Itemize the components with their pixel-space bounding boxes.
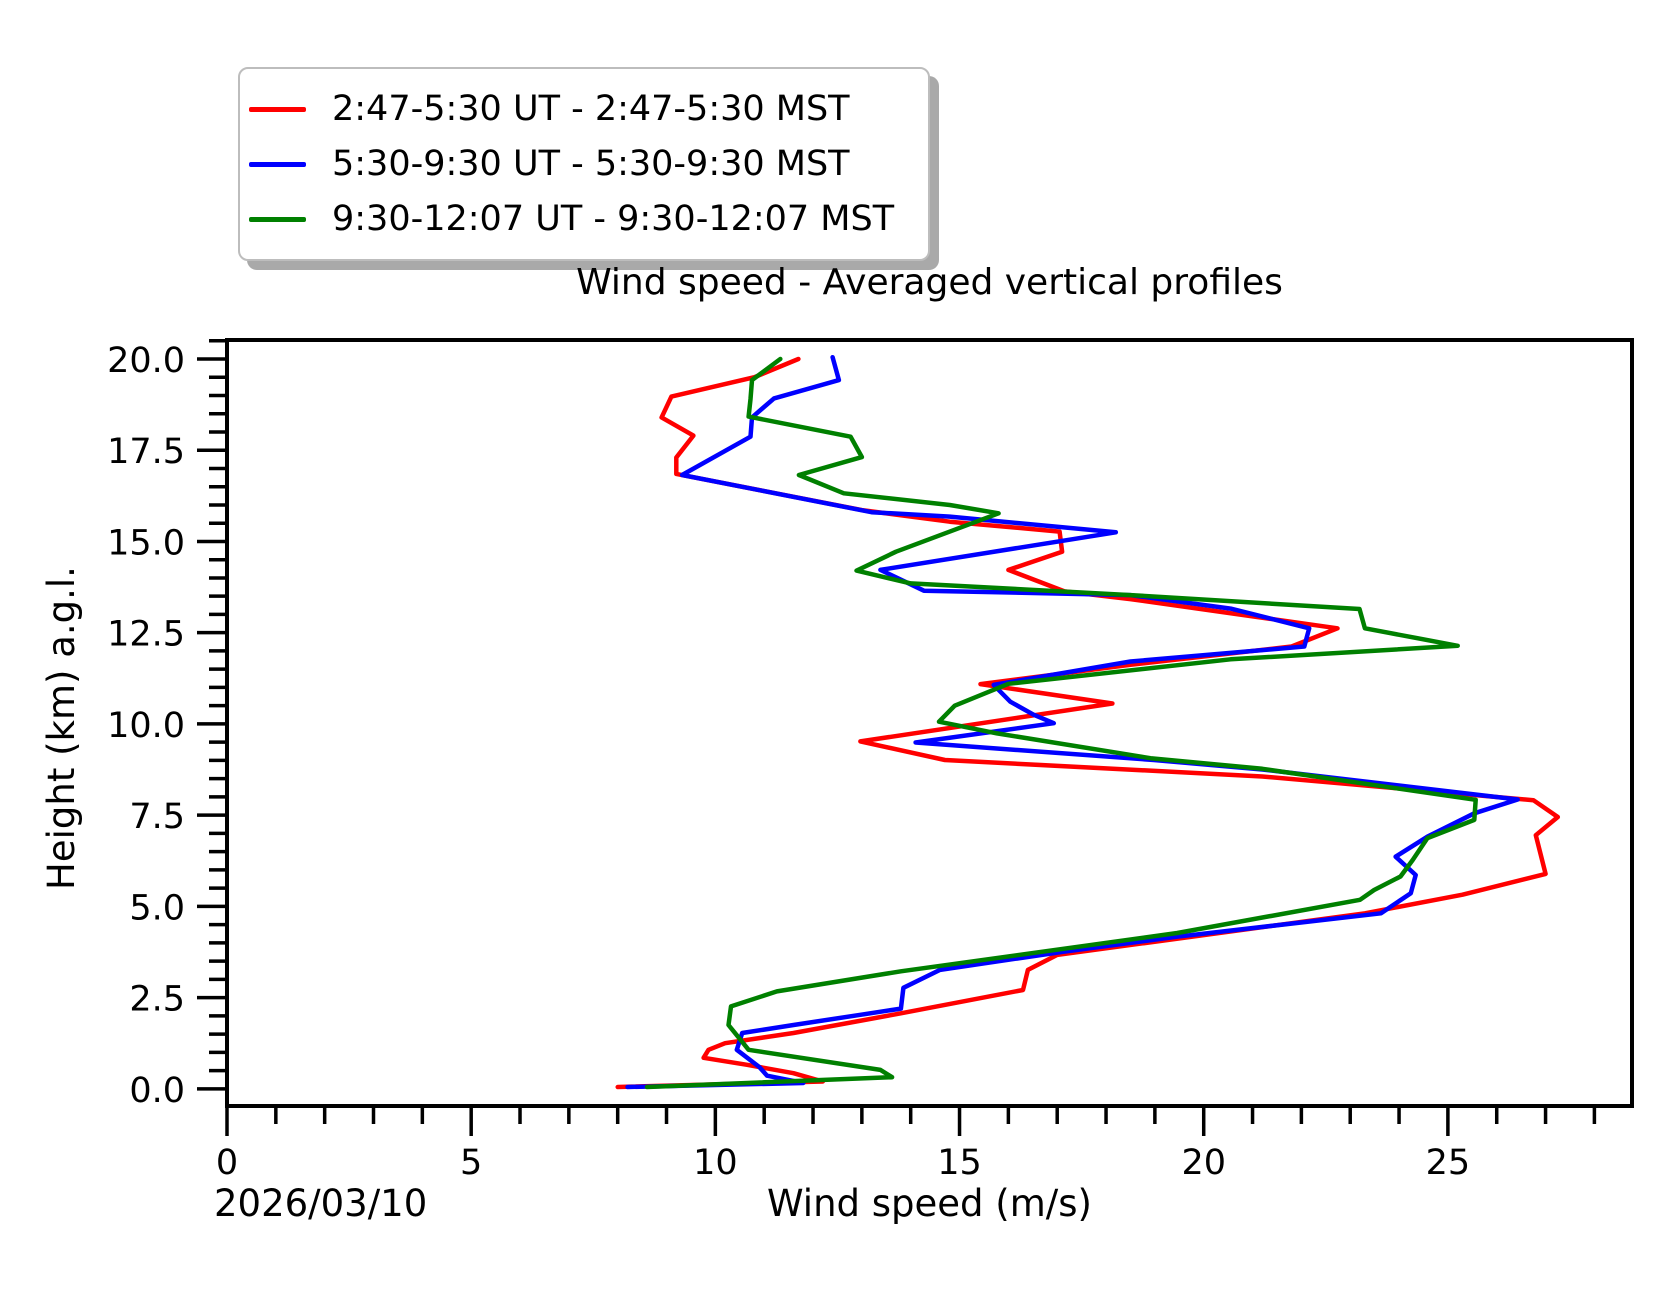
blue-series-line bbox=[625, 354, 1520, 1090]
y-tick-label: 7.5 bbox=[129, 797, 185, 837]
green-line-swatch bbox=[249, 217, 306, 222]
x-tick-label: 15 bbox=[937, 1143, 982, 1183]
legend-entry: 2:47-5:30 UT - 2:47-5:30 MST bbox=[240, 82, 928, 137]
x-tick-label: 10 bbox=[693, 1143, 738, 1183]
y-tick-label: 0.0 bbox=[129, 1071, 185, 1111]
red-series-line bbox=[615, 356, 1561, 1090]
red-line-swatch bbox=[249, 107, 306, 112]
x-tick-label: 5 bbox=[460, 1143, 482, 1183]
x-tick-label: 20 bbox=[1181, 1143, 1226, 1183]
blue-line-swatch bbox=[249, 162, 306, 167]
y-tick-label: 15.0 bbox=[107, 523, 185, 563]
y-tick-label: 20.0 bbox=[107, 341, 185, 381]
green-series-line bbox=[644, 356, 1478, 1090]
legend-entry: 5:30-9:30 UT - 5:30-9:30 MST bbox=[240, 137, 928, 192]
axes-box bbox=[225, 338, 1634, 1108]
legend-entry: 9:30-12:07 UT - 9:30-12:07 MST bbox=[240, 192, 928, 247]
legend-box: 2:47-5:30 UT - 2:47-5:30 MST 5:30-9:30 U… bbox=[238, 67, 930, 261]
y-tick-label: 2.5 bbox=[129, 980, 185, 1020]
chart-title: Wind speed - Averaged vertical profiles bbox=[576, 262, 1283, 303]
y-axis-label: Height (km) a.g.l. bbox=[40, 566, 83, 890]
legend-label: 9:30-12:07 UT - 9:30-12:07 MST bbox=[332, 199, 895, 239]
legend-label: 5:30-9:30 UT - 5:30-9:30 MST bbox=[332, 144, 850, 184]
y-tick-label: 12.5 bbox=[107, 615, 185, 655]
legend-label: 2:47-5:30 UT - 2:47-5:30 MST bbox=[332, 89, 850, 129]
x-tick-label: 25 bbox=[1426, 1143, 1471, 1183]
date-label: 2026/03/10 bbox=[214, 1182, 428, 1225]
y-tick-label: 17.5 bbox=[107, 432, 185, 472]
y-tick-label: 10.0 bbox=[107, 706, 185, 746]
x-tick-label: 0 bbox=[216, 1143, 238, 1183]
x-axis-label: Wind speed (m/s) bbox=[767, 1182, 1092, 1225]
y-tick-label: 5.0 bbox=[129, 888, 185, 928]
